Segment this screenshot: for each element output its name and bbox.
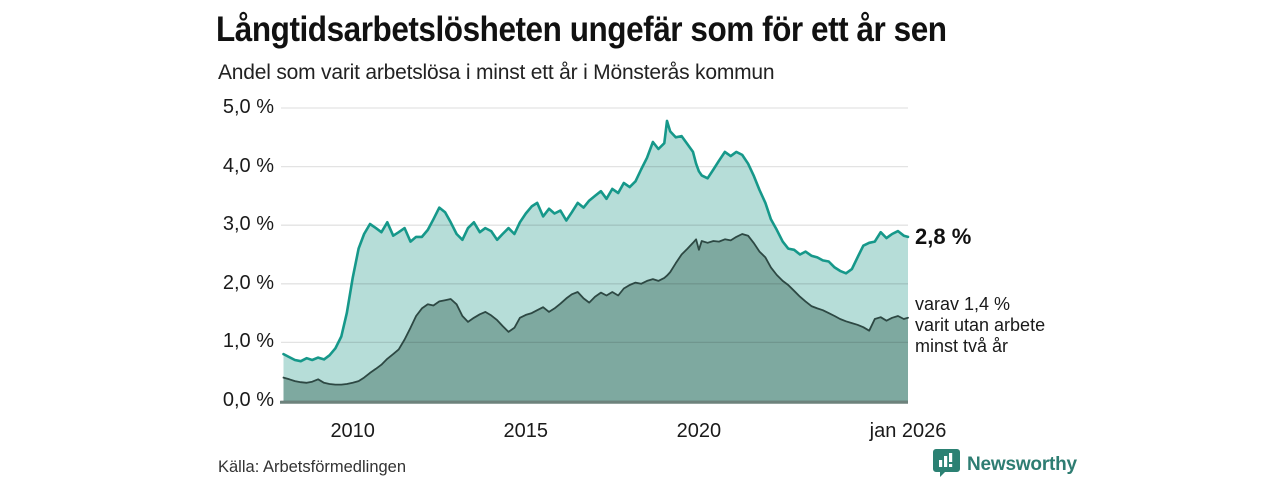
newsworthy-branding: Newsworthy (933, 448, 1077, 482)
chart-title: Långtidsarbetslösheten ungefär som för e… (216, 10, 947, 49)
source-note: Källa: Arbetsförmedlingen (218, 458, 407, 476)
y-tick-label: 0,0 % (222, 389, 274, 411)
secondary-annotation-line2: varit utan arbete (915, 315, 1046, 335)
secondary-annotation-line3: minst två år (915, 336, 1009, 356)
x-tick-label: 2015 (503, 420, 549, 442)
y-tick-label: 2,0 % (222, 271, 274, 294)
bar-chart-pin-icon (933, 448, 960, 482)
secondary-annotation: varav 1,4 % varit utan arbete minst två … (915, 294, 1045, 357)
chart-subtitle: Andel som varit arbetslösa i minst ett å… (218, 61, 775, 84)
y-tick-label: 1,0 % (222, 330, 274, 353)
series-line-1 (282, 233, 909, 386)
y-tick-label: 4,0 % (222, 154, 274, 177)
x-tick-label: 2010 (330, 420, 375, 442)
brand-name: Newsworthy (967, 454, 1077, 475)
x-tick-label: 2020 (676, 420, 722, 442)
secondary-annotation-line1: varav 1,4 % (915, 294, 1011, 314)
y-tick-label: 3,0 % (222, 213, 274, 236)
series-area-1 (283, 234, 908, 401)
x-tick-label: jan 2026 (869, 420, 947, 442)
latest-value-annotation: 2,8 % (915, 224, 972, 249)
series-line-0 (282, 119, 910, 363)
y-tick-label: 5,0 % (222, 96, 274, 118)
